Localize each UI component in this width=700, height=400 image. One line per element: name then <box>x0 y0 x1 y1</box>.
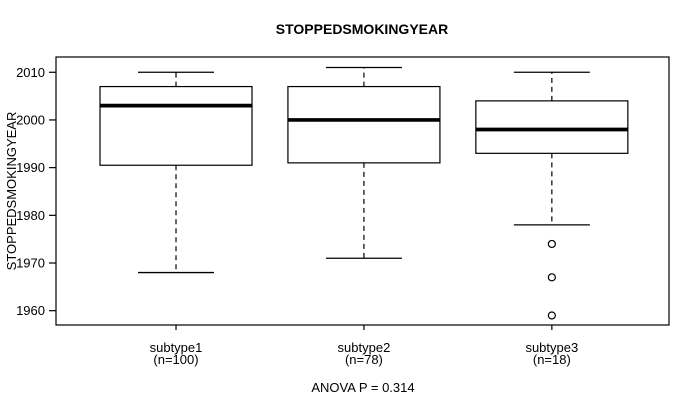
x-group-label: subtype3 <box>525 340 578 355</box>
chart-title: STOPPEDSMOKINGYEAR <box>276 21 448 37</box>
x-group-sublabel: (n=78) <box>345 352 383 367</box>
x-group-sublabel: (n=100) <box>153 352 198 367</box>
x-group-sublabel: (n=18) <box>533 352 571 367</box>
y-tick-label: 1980 <box>16 208 45 223</box>
iqr-box-subtype2 <box>287 85 441 164</box>
y-tick-label: 2000 <box>16 112 45 127</box>
iqr-box-subtype3 <box>475 100 629 154</box>
outlier-point <box>547 273 556 282</box>
plot-border <box>55 56 670 326</box>
outlier-point <box>547 239 556 249</box>
y-tick-label: 2010 <box>16 65 45 80</box>
iqr-box-subtype1 <box>99 85 253 166</box>
y-axis-label: STOPPEDSMOKINGYEAR <box>4 112 19 271</box>
anova-p-label: ANOVA P = 0.314 <box>311 380 414 395</box>
x-group-label: subtype1 <box>150 340 203 355</box>
y-tick-label: 1960 <box>16 303 45 318</box>
outlier-point <box>547 311 556 320</box>
plot-content: 1960 1970 1980 1990 2000 2010 subtype1(n=100) s… <box>16 65 629 367</box>
x-group-label: subtype2 <box>338 340 391 355</box>
y-tick-label: 1990 <box>16 160 45 175</box>
y-tick-label: 1970 <box>16 256 45 271</box>
